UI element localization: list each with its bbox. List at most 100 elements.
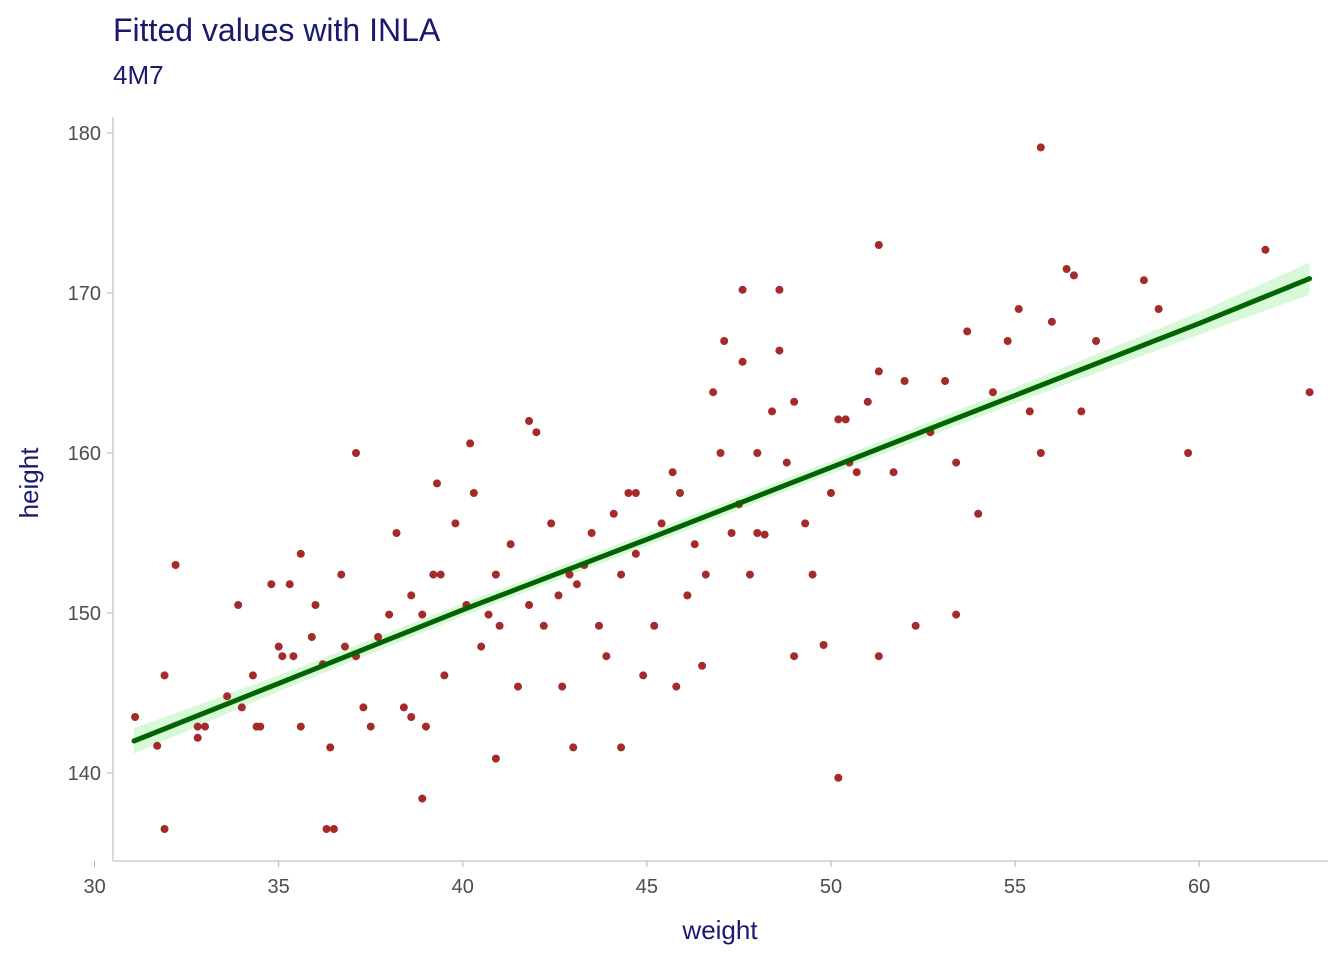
data-point xyxy=(322,825,331,833)
data-point xyxy=(841,415,850,424)
data-point xyxy=(782,458,791,467)
x-tick-label: 50 xyxy=(820,876,842,898)
data-point xyxy=(1077,407,1086,416)
data-point xyxy=(1036,143,1045,152)
data-point xyxy=(418,610,427,619)
data-point xyxy=(826,489,835,497)
data-point xyxy=(374,633,383,641)
x-axis-title: weight xyxy=(681,915,758,945)
y-tick-label: 160 xyxy=(68,443,101,465)
data-point xyxy=(296,549,305,558)
data-point xyxy=(429,570,438,579)
data-point xyxy=(631,549,640,558)
data-point xyxy=(193,733,202,742)
data-point xyxy=(768,407,777,416)
data-point xyxy=(477,642,486,651)
data-point xyxy=(491,570,500,579)
data-point xyxy=(974,509,983,518)
data-point xyxy=(988,388,997,397)
data-point xyxy=(326,743,335,752)
data-point xyxy=(709,388,718,397)
y-tick-label: 150 xyxy=(68,603,101,625)
fitted-line xyxy=(131,276,1313,744)
data-point xyxy=(874,652,883,661)
data-point xyxy=(1062,265,1071,273)
data-point xyxy=(193,722,202,731)
data-point xyxy=(963,327,972,336)
data-point xyxy=(1139,276,1148,285)
data-point xyxy=(160,825,169,833)
data-point xyxy=(565,570,574,579)
data-point xyxy=(525,601,534,609)
data-point xyxy=(639,671,648,680)
data-point xyxy=(495,621,504,630)
data-point xyxy=(554,591,563,600)
data-point xyxy=(234,601,243,609)
data-point xyxy=(595,621,603,630)
data-point xyxy=(698,661,707,670)
data-point xyxy=(569,743,578,752)
data-point xyxy=(289,652,298,661)
data-point xyxy=(863,397,872,406)
data-point xyxy=(469,489,478,497)
data-point xyxy=(407,713,416,721)
data-point xyxy=(952,458,961,467)
data-point xyxy=(1154,305,1163,313)
data-point xyxy=(256,722,265,731)
data-point xyxy=(525,417,534,425)
data-point xyxy=(834,415,843,424)
data-point xyxy=(650,621,659,630)
data-point xyxy=(624,489,633,497)
y-tick-label: 140 xyxy=(68,763,101,785)
data-point xyxy=(418,794,427,803)
data-point xyxy=(1261,245,1270,254)
x-tick-label: 55 xyxy=(1004,876,1026,898)
data-point xyxy=(466,439,475,448)
chart-subtitle: 4M7 xyxy=(113,60,164,90)
fitted-line-layer xyxy=(131,276,1313,744)
x-ticks: 30 35 40 45 50 55 60 xyxy=(83,861,1210,898)
data-point xyxy=(672,682,681,691)
data-point xyxy=(775,346,784,355)
axes xyxy=(112,117,1328,862)
data-point xyxy=(819,641,828,649)
data-point xyxy=(609,509,618,518)
data-point xyxy=(617,570,626,579)
data-point xyxy=(296,722,305,731)
data-point xyxy=(278,652,287,661)
data-point xyxy=(952,610,961,619)
data-point xyxy=(392,529,401,537)
data-point xyxy=(311,601,320,609)
data-point xyxy=(775,285,784,294)
data-point xyxy=(274,642,283,651)
data-point xyxy=(1036,449,1045,457)
data-point xyxy=(941,377,950,385)
data-point xyxy=(668,468,677,477)
data-point xyxy=(874,367,883,376)
data-point xyxy=(340,642,349,651)
data-point xyxy=(790,652,799,661)
data-point xyxy=(738,357,747,366)
data-point xyxy=(385,610,394,619)
data-point xyxy=(683,591,692,600)
data-point xyxy=(900,377,909,385)
data-point xyxy=(1069,271,1078,280)
data-point xyxy=(539,621,548,630)
data-point xyxy=(790,397,799,406)
data-point xyxy=(852,468,861,477)
data-point xyxy=(440,671,449,680)
data-point xyxy=(153,741,162,750)
data-point xyxy=(701,570,710,579)
data-point xyxy=(352,449,360,457)
data-point xyxy=(160,671,169,680)
chart-title: Fitted values with INLA xyxy=(113,12,441,48)
data-point xyxy=(720,337,729,345)
data-point xyxy=(329,825,338,833)
data-point xyxy=(745,570,754,579)
data-point xyxy=(911,621,920,630)
data-point xyxy=(421,722,430,731)
data-point xyxy=(399,703,408,712)
data-point xyxy=(433,479,441,488)
data-point xyxy=(1025,407,1034,416)
x-tick-label: 35 xyxy=(268,876,290,898)
